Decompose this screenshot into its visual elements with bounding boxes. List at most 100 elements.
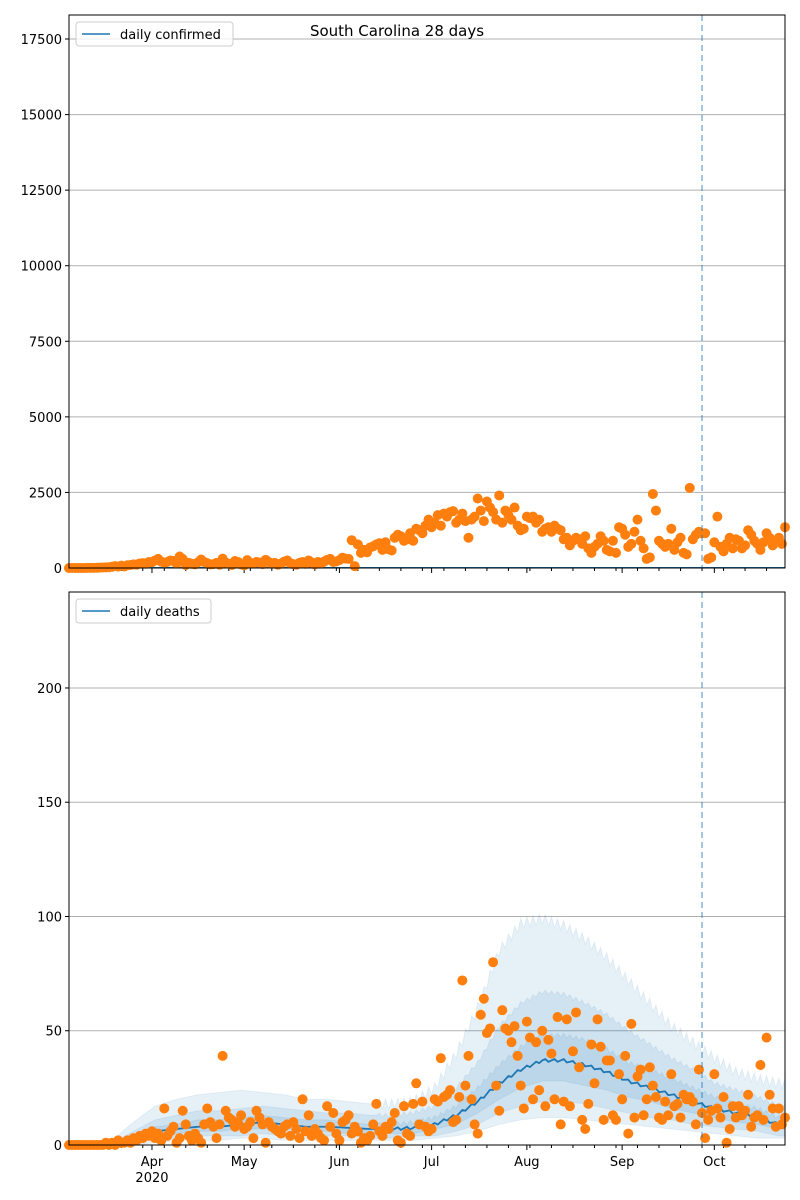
data-point <box>540 1101 551 1112</box>
data-point <box>610 547 621 558</box>
data-point <box>635 535 646 546</box>
data-point <box>577 1114 588 1125</box>
y-tick-label: 17500 <box>21 33 62 48</box>
data-point <box>546 1048 557 1059</box>
x-tick-label: Aug <box>514 1155 539 1170</box>
data-point <box>543 1034 554 1045</box>
data-point <box>475 505 486 516</box>
data-point <box>620 529 631 540</box>
y-tick-label: 200 <box>37 682 62 697</box>
data-point <box>236 1110 247 1121</box>
data-point <box>740 540 751 551</box>
data-point <box>638 1110 649 1121</box>
data-point <box>405 1130 416 1141</box>
data-point <box>463 1050 474 1061</box>
data-point <box>724 1124 735 1135</box>
data-point <box>478 993 489 1004</box>
data-point <box>715 1112 726 1123</box>
data-point <box>561 1014 572 1025</box>
data-point <box>638 543 649 554</box>
data-point <box>650 1092 661 1103</box>
data-point <box>518 523 529 534</box>
data-point <box>592 1014 603 1025</box>
data-point <box>512 1050 523 1061</box>
data-point <box>623 1128 634 1139</box>
data-point <box>478 516 489 527</box>
data-point <box>534 514 545 525</box>
data-point <box>761 1032 772 1043</box>
data-point <box>660 1096 671 1107</box>
data-point <box>607 535 618 546</box>
data-point <box>297 1094 308 1105</box>
data-point <box>675 532 686 543</box>
data-point <box>644 1062 655 1073</box>
data-point <box>509 1021 520 1032</box>
data-point <box>454 1092 465 1103</box>
axes-frame <box>68 14 786 569</box>
x-tick-label: May <box>231 1155 258 1170</box>
data-point <box>180 1119 191 1130</box>
data-point <box>472 493 483 504</box>
data-point <box>580 1124 591 1135</box>
data-point <box>534 1085 545 1096</box>
data-point <box>472 1128 483 1139</box>
data-point <box>168 1121 179 1132</box>
data-point <box>610 1114 621 1125</box>
data-point <box>506 1037 517 1048</box>
data-point <box>595 1041 606 1052</box>
data-point <box>620 1050 631 1061</box>
data-point <box>518 1103 529 1114</box>
y-tick-label: 0 <box>54 1139 62 1154</box>
data-point <box>445 1085 456 1096</box>
data-point <box>703 1114 714 1125</box>
data-point <box>457 975 468 986</box>
x-tick-label: Jul <box>423 1155 440 1170</box>
data-point <box>435 1053 446 1064</box>
data-point <box>448 506 459 517</box>
data-point <box>721 1137 732 1148</box>
data-point <box>417 1096 428 1107</box>
data-point <box>475 1009 486 1020</box>
data-point <box>684 482 695 493</box>
data-point <box>389 1108 400 1119</box>
data-point <box>506 514 517 525</box>
data-point <box>417 528 428 539</box>
data-point <box>352 1126 363 1137</box>
data-point <box>411 1078 422 1089</box>
data-point <box>537 1025 548 1036</box>
axes-frame <box>68 591 786 1146</box>
data-point <box>626 538 637 549</box>
data-point <box>564 1101 575 1112</box>
data-point <box>386 1117 397 1128</box>
data-point <box>260 1137 271 1148</box>
data-point <box>497 517 508 528</box>
data-point <box>647 488 658 499</box>
data-point <box>325 1121 336 1132</box>
data-point <box>650 505 661 516</box>
data-point <box>740 1105 751 1116</box>
legend-label: daily confirmed <box>120 28 221 43</box>
y-tick-label: 5000 <box>29 411 62 426</box>
data-point <box>629 526 640 537</box>
data-point <box>469 511 480 522</box>
data-point <box>690 1119 701 1130</box>
data-point <box>343 553 354 564</box>
data-point <box>214 1119 225 1130</box>
data-point <box>484 1023 495 1034</box>
data-point <box>567 1046 578 1057</box>
data-point <box>604 1055 615 1066</box>
data-point <box>632 514 643 525</box>
data-point <box>669 544 680 555</box>
data-point <box>549 1094 560 1105</box>
data-point <box>555 525 566 536</box>
data-point <box>371 1098 382 1109</box>
data-point <box>666 1069 677 1080</box>
data-point <box>773 1103 784 1114</box>
data-point <box>466 1094 477 1105</box>
data-point <box>248 1133 259 1144</box>
y-tick-label: 7500 <box>29 335 62 350</box>
y-tick-label: 150 <box>37 796 62 811</box>
data-point <box>211 1133 222 1144</box>
